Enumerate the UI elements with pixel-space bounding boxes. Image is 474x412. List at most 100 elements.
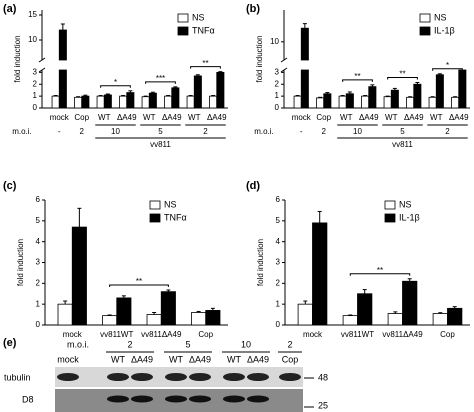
row-label: tubulin: [4, 372, 31, 382]
x-tick-label: vv811WT: [341, 330, 374, 339]
bar: [357, 293, 373, 326]
bar: [293, 95, 302, 109]
y-tick-label: 1: [36, 299, 41, 308]
significance-label: *: [446, 61, 449, 70]
x-tick-label: WT: [143, 113, 156, 122]
y-tick-label: 2: [36, 278, 41, 287]
axis-break: [280, 57, 288, 63]
bar: [406, 96, 415, 109]
y-tick-label: 5: [36, 216, 41, 225]
bar: [432, 313, 448, 326]
d8-band: [131, 395, 153, 403]
tubulin-band: [107, 373, 129, 381]
y-tick-label: 15: [28, 10, 37, 19]
legend-label: IL-1β: [434, 25, 455, 35]
x-tick-label: vv811WT: [100, 330, 133, 339]
lane-label: mock: [57, 354, 79, 364]
moi-value: 2: [80, 127, 85, 136]
d8-band: [165, 395, 187, 403]
moi-value: 10: [241, 339, 251, 349]
moi-value: 2: [287, 339, 292, 349]
significance-label: **: [377, 266, 383, 275]
bar: [447, 307, 463, 326]
significance-bracket: [145, 81, 176, 84]
legend-label: TNFα: [192, 25, 215, 35]
x-tick-label: WT: [340, 113, 353, 122]
bar: [57, 303, 73, 326]
bar: [297, 303, 313, 326]
group-label: vv811: [392, 140, 413, 149]
bar: [451, 96, 460, 109]
y-axis-title: fold induction: [13, 35, 22, 82]
legend-label: IL-1β: [399, 212, 420, 222]
y-tick-label: 0: [276, 320, 281, 329]
y-tick-label: 1: [275, 91, 280, 100]
moi-label: m.o.i.: [12, 127, 32, 136]
lane-label: WT: [227, 354, 241, 364]
moi-value: 10: [353, 127, 362, 136]
bar: [390, 89, 399, 109]
significance-bracket: [387, 76, 418, 80]
moi-value: -: [300, 127, 303, 136]
bar: [51, 95, 60, 109]
bar: [368, 86, 377, 109]
x-tick-label: Cop: [198, 330, 213, 339]
bar: [126, 92, 135, 109]
bar: [71, 226, 87, 326]
x-tick-label: vv811ΔA49: [141, 330, 182, 339]
tubulin-band: [189, 373, 211, 381]
d8-band: [189, 395, 211, 403]
panel-label: (a): [3, 3, 17, 15]
bar: [435, 74, 444, 109]
tubulin-band: [57, 373, 79, 381]
significance-bracket: [342, 79, 373, 82]
x-tick-label: WT: [98, 113, 111, 122]
moi-value: 2: [322, 127, 327, 136]
axis-break: [38, 57, 46, 63]
x-tick-label: ΔA49: [207, 113, 227, 122]
bar: [209, 95, 218, 109]
x-tick-label: vv811ΔA49: [382, 330, 423, 339]
x-tick-label: ΔA49: [449, 113, 469, 122]
legend-label: NS: [434, 12, 447, 22]
lane-label: WT: [169, 354, 183, 364]
significance-label: **: [202, 59, 208, 68]
significance-label: **: [354, 72, 360, 81]
moi-label: m.o.i.: [254, 127, 274, 136]
bar: [316, 97, 325, 109]
bar: [323, 93, 332, 109]
bar: [402, 280, 418, 326]
bar: [193, 75, 202, 109]
panel-label: (d): [246, 180, 260, 192]
y-tick-label: 6: [276, 195, 281, 204]
bar: [119, 95, 128, 109]
axis-break: [280, 67, 288, 73]
significance-label: **: [399, 70, 405, 79]
bar: [413, 83, 422, 109]
y-tick-label: 3: [276, 258, 281, 267]
panel-label: (b): [246, 3, 260, 15]
y-tick-label: 6: [36, 195, 41, 204]
bar: [186, 95, 195, 109]
y-tick-label: 3: [36, 258, 41, 267]
group-label: vv811: [150, 140, 171, 149]
bar: [191, 312, 207, 326]
significance-label: *: [114, 78, 117, 87]
bar: [141, 96, 150, 109]
bar: [428, 96, 437, 109]
x-tick-label: WT: [385, 113, 398, 122]
row-label: D8: [22, 394, 34, 404]
x-tick-label: Cop: [440, 330, 455, 339]
x-tick-label: mock: [303, 330, 323, 339]
y-axis-title: fold induction: [16, 239, 25, 286]
bar: [146, 314, 162, 326]
moi-value: 5: [400, 127, 405, 136]
legend-swatch: [419, 13, 431, 23]
y-tick-label: 1: [33, 91, 38, 100]
tubulin-band: [247, 373, 269, 381]
bar: [300, 27, 309, 61]
bar: [58, 29, 67, 61]
y-tick-label: 2: [33, 79, 38, 88]
y-tick-label: 5: [276, 216, 281, 225]
